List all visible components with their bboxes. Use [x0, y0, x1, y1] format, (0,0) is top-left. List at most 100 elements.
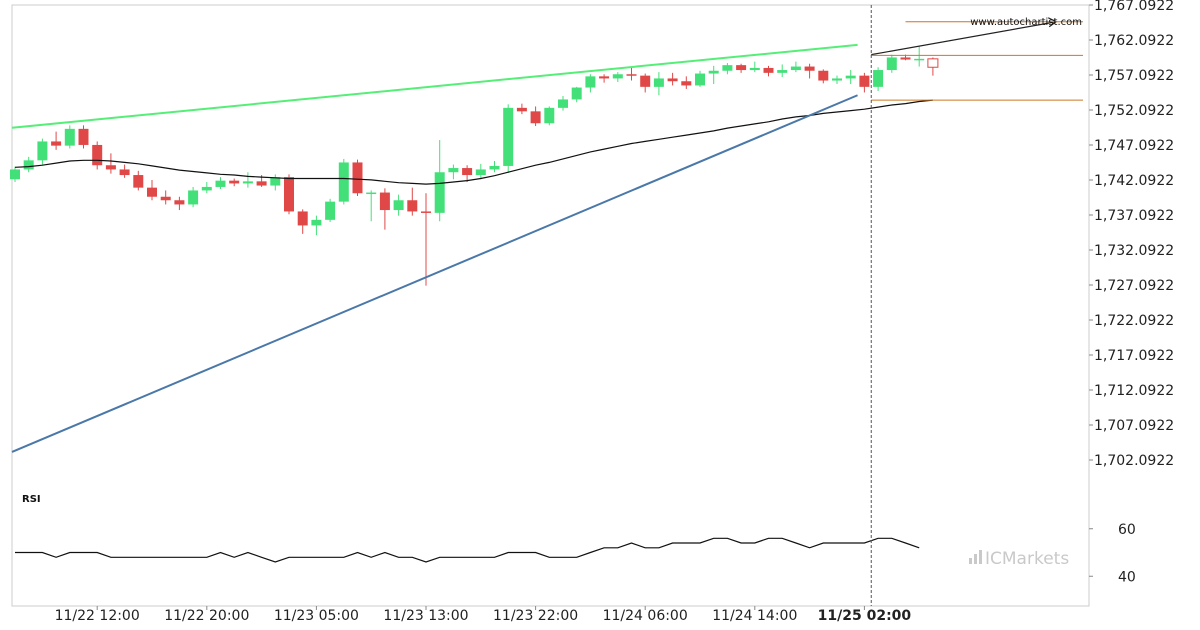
candle-up	[338, 162, 349, 202]
time-tick-label: 11/24 06:00	[603, 608, 688, 624]
price-tick-label: 1,757.0922	[1094, 68, 1174, 84]
candle-down	[119, 169, 130, 176]
price-tick-label: 1,767.0922	[1094, 0, 1174, 14]
candle-down	[147, 187, 157, 197]
candle-up	[475, 169, 486, 176]
price-tick-label: 1,712.0922	[1094, 383, 1174, 399]
candle-up	[886, 57, 897, 71]
candle-up	[612, 74, 623, 79]
candle-up	[201, 186, 212, 191]
time-axis: 11/22 12:00 11/22 20:00 11/23 05:00 11/23 1…	[55, 606, 912, 624]
candle-down	[516, 107, 527, 112]
candle-up	[393, 200, 404, 211]
candle-up	[558, 99, 568, 108]
candle-down	[599, 76, 610, 79]
candle-up	[708, 70, 719, 74]
candle-up	[188, 190, 199, 205]
rsi-panel	[15, 537, 920, 563]
time-tick-label: 11/25 02:00	[818, 608, 912, 624]
candle-up	[64, 128, 75, 146]
candle-up	[585, 76, 596, 88]
candle-down	[160, 196, 171, 201]
candle-up	[489, 165, 500, 170]
time-tick-label: 11/22 12:00	[55, 608, 140, 624]
candle-up	[448, 168, 459, 173]
candle-up	[544, 107, 555, 124]
candle-up	[434, 172, 445, 213]
candle-down	[51, 141, 62, 146]
time-tick-label: 11/24 14:00	[712, 608, 797, 624]
candle-up	[366, 192, 377, 195]
candle-down	[407, 200, 418, 212]
candle-down	[640, 75, 651, 87]
price-tick-label: 1,762.0922	[1094, 33, 1174, 49]
rsi-label: RSI	[22, 494, 41, 505]
candle-down	[78, 128, 89, 145]
price-tick-label: 1,742.0922	[1094, 173, 1174, 189]
trendline-support	[11, 94, 858, 453]
time-tick-label: 11/22 20:00	[164, 608, 249, 624]
time-tick-label: 11/23 22:00	[493, 608, 578, 624]
rsi-axis: 60 40	[1089, 522, 1136, 585]
candle-down	[530, 111, 541, 124]
watermark: www.autochartist.com	[970, 17, 1082, 28]
time-tick-label: 11/23 13:00	[383, 608, 468, 624]
candle-up	[242, 181, 253, 184]
rsi-line	[15, 537, 920, 563]
candle-up	[777, 70, 788, 73]
candle-down	[174, 200, 185, 205]
candle-up	[37, 141, 48, 161]
brand-name: ICMarkets	[985, 549, 1069, 569]
candle-up	[790, 66, 801, 71]
candle-up	[215, 180, 226, 187]
candle-up	[571, 87, 582, 100]
price-tick-label: 1,747.0922	[1094, 138, 1174, 154]
candle-up	[873, 70, 884, 87]
brand-icon-bar	[969, 558, 972, 564]
candle-down	[736, 65, 747, 71]
rsi-tick-label: 40	[1118, 569, 1136, 585]
candle-up	[270, 177, 281, 186]
candle-down	[421, 211, 431, 213]
price-tick-label: 1,707.0922	[1094, 418, 1174, 434]
rsi-tick-label: 60	[1118, 522, 1136, 538]
trendline-resistance	[11, 43, 858, 129]
candle-down	[462, 168, 473, 176]
candle-up	[653, 78, 664, 87]
candle-up	[845, 75, 856, 79]
price-axis: 1,767.0922 1,762.0922 1,757.0922 1,752.0922…	[1089, 0, 1174, 469]
candle-up	[832, 78, 842, 81]
price-tick-label: 1,752.0922	[1094, 103, 1174, 119]
candle-down	[818, 70, 829, 81]
brand-icon-bar	[979, 550, 982, 564]
candle-down	[804, 66, 815, 71]
plot-frame	[11, 4, 1090, 607]
trendline-projection	[871, 21, 1057, 56]
candle-down	[92, 144, 103, 166]
candle-up	[749, 67, 760, 71]
price-tick-label: 1,722.0922	[1094, 313, 1174, 329]
candle-up	[695, 73, 705, 86]
time-tick-label: 11/23 05:00	[274, 608, 359, 624]
candles	[10, 46, 939, 286]
trendlines	[11, 17, 1058, 453]
candle-down	[352, 162, 363, 194]
candle-down	[133, 175, 144, 188]
candle-down	[379, 192, 390, 211]
candle-up	[325, 201, 336, 220]
candle-down	[105, 165, 116, 170]
candle-down	[900, 57, 911, 60]
candle-up	[722, 65, 733, 71]
moving-average	[14, 99, 933, 185]
candle-down	[859, 75, 870, 87]
candle-up	[23, 160, 34, 170]
price-tick-label: 1,702.0922	[1094, 453, 1174, 469]
price-tick-label: 1,717.0922	[1094, 348, 1174, 364]
candle-up	[503, 107, 514, 166]
candle-down	[927, 58, 939, 68]
brand-logo: ICMarkets	[969, 549, 1069, 569]
price-tick-label: 1,732.0922	[1094, 243, 1174, 259]
candle-down	[229, 180, 240, 184]
price-levels	[871, 21, 1083, 101]
